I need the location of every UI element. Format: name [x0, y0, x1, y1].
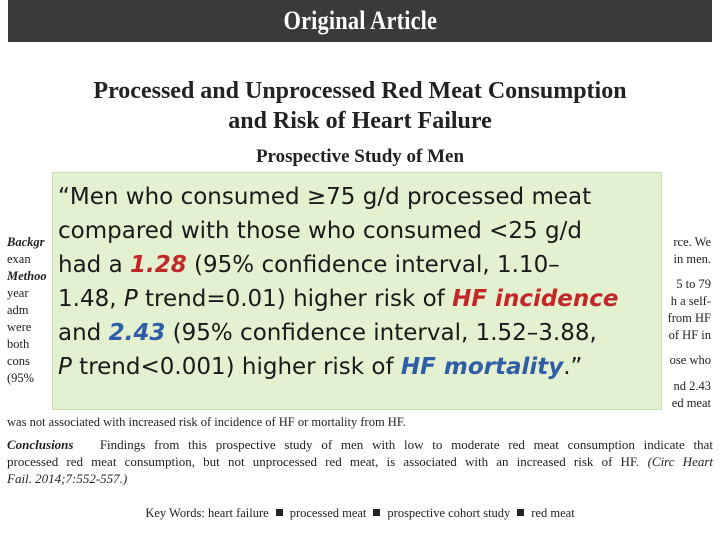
highlight-hf-incidence: HF incidence: [452, 286, 619, 312]
abstract-right-fragment: in men.: [673, 252, 712, 266]
quote-text: (95% confidence interval, 1.52–3.88,: [165, 320, 597, 346]
quote-line-5: and 2.43 (95% confidence interval, 1.52–…: [58, 316, 657, 350]
quote-text: trend=0.01) higher risk of: [137, 286, 453, 312]
abstract-left-fragment: adm: [7, 303, 29, 317]
quote-text: 1.48,: [58, 286, 124, 312]
abstract-left-fragment: Backgr: [7, 234, 45, 251]
abstract-left-fragment: cons: [7, 354, 30, 368]
highlight-hf-mortality: HF mortality: [400, 354, 564, 380]
article-title-line-2: and Risk of Heart Failure: [228, 108, 492, 134]
square-bullet-icon: [275, 509, 283, 516]
abstract-right-fragment: ed meat: [671, 396, 711, 410]
square-bullet-icon: [517, 509, 525, 516]
keyword-item: red meat: [531, 506, 575, 520]
quote-line-6: P trend<0.001) higher risk of HF mortali…: [58, 350, 657, 384]
conclusions-line-2: processed red meat consumption, but not …: [7, 453, 713, 470]
conclusions-text-2: processed red meat consumption, but not …: [7, 454, 640, 469]
quote-text: trend<0.001) higher risk of: [71, 354, 401, 380]
quote-text: had a: [58, 252, 130, 278]
keywords-line: Key Words: heart failure processed meat pr…: [0, 506, 720, 521]
section-label-background: Backgr: [7, 235, 45, 249]
conclusions-paragraph: Conclusions Findings from this prospecti…: [7, 436, 713, 487]
section-label-conclusions: Conclusions: [7, 437, 74, 452]
citation-part-1: (Circ Heart: [647, 454, 714, 469]
section-label-methods: Methoo: [7, 269, 47, 283]
highlight-incidence-ratio: 1.28: [130, 252, 187, 278]
article-subtitle: Prospective Study of Men: [255, 146, 465, 167]
abstract-left-fragment: were: [7, 320, 32, 334]
abstract-right-fragment: nd 2.43: [673, 379, 712, 393]
p-symbol: P: [58, 354, 72, 380]
abstract-left-fragment: Methoo: [7, 268, 47, 285]
abstract-left-fragment: both: [7, 337, 30, 351]
abstract-last-line: was not associated with increased risk o…: [7, 415, 406, 429]
keyword-item: processed meat: [289, 506, 367, 520]
highlight-mortality-ratio: 2.43: [108, 320, 166, 346]
quote-line-3: had a 1.28 (95% confidence interval, 1.1…: [58, 248, 657, 282]
citation-part-2: Fail. 2014;7:552-557.): [7, 471, 128, 486]
conclusions-line-1: Conclusions Findings from this prospecti…: [7, 436, 713, 453]
abstract-right-fragment: 5 to 79: [676, 277, 711, 291]
abstract-right-fragment: ose who: [669, 353, 711, 367]
journal-header-bar: Original Article: [8, 0, 712, 42]
abstract-right-fragment: h a self-: [670, 294, 711, 308]
abstract-right-fragment: from HF: [667, 311, 711, 325]
abstract-left-fragment: (95%: [7, 371, 35, 385]
abstract-right-fragment: rce. We: [673, 235, 711, 249]
quote-callout: “Men who consumed ≥75 g/d processed meat…: [52, 172, 662, 410]
keyword-item: prospective cohort study: [387, 506, 511, 520]
abstract-left-fragment: year: [7, 286, 29, 300]
quote-text: (95% confidence interval, 1.10–: [186, 252, 560, 278]
keywords-label: Key Words:: [145, 506, 205, 520]
quote-line-1: “Men who consumed ≥75 g/d processed meat: [58, 184, 592, 210]
conclusions-text-1: Findings from this prospective study of …: [99, 437, 714, 452]
square-bullet-icon: [373, 509, 381, 516]
abstract-left-fragment: exan: [7, 252, 31, 266]
quote-line-2: compared with those who consumed <25 g/d: [58, 218, 582, 244]
keyword-item: heart failure: [207, 506, 269, 520]
abstract-right-fragment: of HF in: [668, 328, 711, 342]
p-symbol: P: [123, 286, 138, 312]
header-title: Original Article: [283, 6, 437, 35]
article-title: Processed and Unprocessed Red Meat Consu…: [40, 76, 680, 136]
article-title-line-1: Processed and Unprocessed Red Meat Consu…: [93, 78, 627, 104]
quote-line-4: 1.48, P trend=0.01) higher risk of HF in…: [58, 282, 657, 316]
quote-text: .”: [563, 354, 583, 380]
quote-text: and: [58, 320, 109, 346]
